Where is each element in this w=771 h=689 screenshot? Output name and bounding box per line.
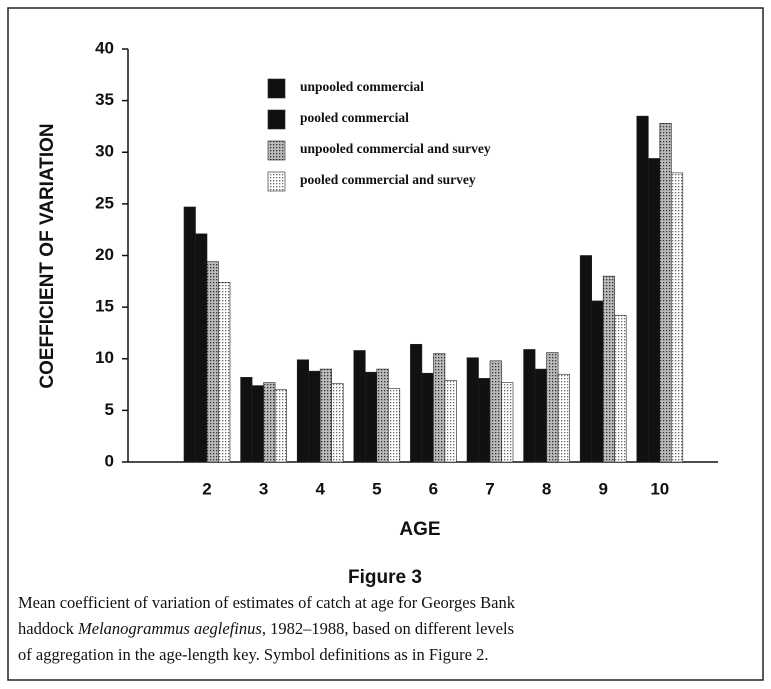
bar — [251, 385, 264, 463]
y-tick-label: 30 — [95, 142, 114, 161]
bar — [614, 315, 627, 463]
y-tick-label: 10 — [95, 348, 114, 367]
legend-swatch — [267, 78, 286, 99]
caption-line: of aggregation in the age-length key. Sy… — [18, 645, 488, 664]
bar — [240, 377, 253, 463]
x-tick-label: 2 — [202, 479, 211, 498]
species-name: Melanogrammus aeglefinus — [77, 619, 262, 638]
x-axis-label: AGE — [399, 519, 440, 540]
bar — [546, 352, 559, 463]
bar — [670, 172, 684, 463]
legend-swatch — [267, 171, 286, 192]
bar — [308, 370, 321, 463]
bar — [659, 123, 672, 463]
bar — [433, 353, 446, 463]
bar — [534, 368, 547, 463]
bar — [501, 382, 514, 463]
x-tick-label: 8 — [542, 479, 551, 498]
caption-line: haddock Melanogrammus aeglefinus, 1982–1… — [18, 619, 514, 638]
bar — [478, 378, 491, 463]
bar — [206, 261, 219, 463]
bar — [218, 282, 231, 463]
bar — [523, 349, 536, 463]
bar — [421, 372, 434, 463]
bar — [579, 255, 593, 463]
legend-label: unpooled commercial and survey — [300, 141, 491, 156]
bar — [647, 158, 661, 463]
x-tick-label: 10 — [650, 479, 669, 498]
bar — [489, 360, 502, 463]
x-tick-label: 9 — [598, 479, 607, 498]
bar — [331, 383, 344, 463]
y-axis-label: COEFFICIENT OF VARIATION — [37, 123, 58, 388]
bar — [410, 343, 423, 463]
bar — [296, 359, 310, 463]
y-tick-label: 40 — [95, 38, 114, 57]
legend-label: pooled commercial — [300, 110, 409, 125]
y-tick-label: 35 — [95, 90, 114, 109]
caption-text: , 1982–1988, based on different levels — [262, 619, 514, 638]
y-tick-label: 15 — [95, 297, 114, 316]
x-tick-label: 3 — [259, 479, 268, 498]
legend-swatch — [267, 109, 286, 130]
bar — [557, 373, 570, 463]
bar — [602, 275, 616, 463]
y-tick-label: 20 — [95, 245, 114, 264]
bar — [387, 388, 401, 463]
bar — [591, 300, 604, 463]
bar — [636, 115, 649, 463]
bar — [376, 368, 389, 463]
y-tick-label: 25 — [95, 193, 114, 212]
bar — [183, 206, 196, 463]
bar — [364, 371, 378, 463]
y-tick-label: 0 — [105, 451, 114, 470]
bar — [263, 382, 276, 463]
bar — [353, 350, 366, 463]
bar — [274, 389, 287, 463]
legend-label: unpooled commercial — [300, 79, 424, 94]
caption-line: Mean coefficient of variation of estimat… — [18, 593, 516, 612]
x-tick-label: 7 — [485, 479, 494, 498]
x-tick-label: 5 — [372, 479, 381, 498]
legend-label: pooled commercial and survey — [300, 172, 476, 187]
frame — [7, 7, 764, 681]
bar — [319, 368, 333, 463]
x-tick-label: 6 — [429, 479, 438, 498]
bar — [466, 357, 479, 463]
bar — [195, 233, 208, 463]
legend-swatch — [267, 140, 286, 161]
figure-label: Figure 3 — [348, 567, 422, 588]
y-tick-label: 5 — [105, 400, 114, 419]
caption-text: haddock — [18, 619, 78, 638]
x-tick-label: 4 — [315, 479, 325, 498]
bar — [444, 380, 457, 463]
